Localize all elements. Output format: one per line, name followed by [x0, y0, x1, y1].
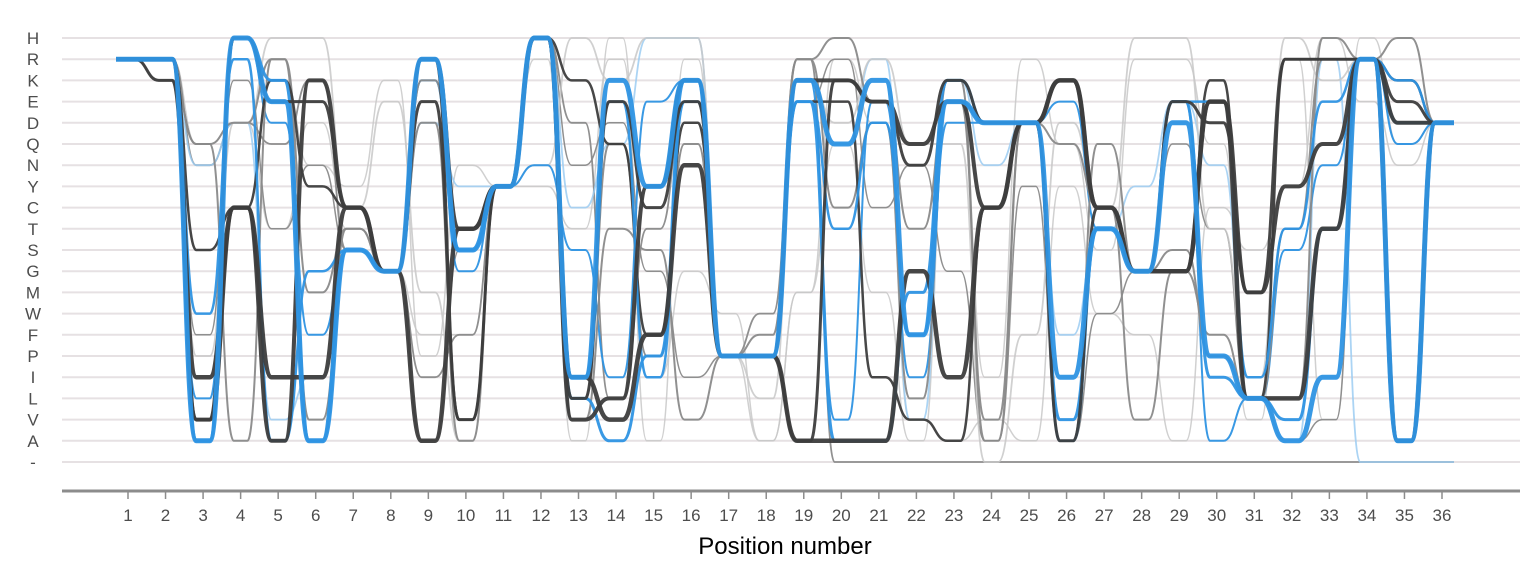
y-tick-label-E: E [27, 93, 38, 112]
x-tick-label-1: 1 [123, 506, 132, 525]
y-tick-label-Q: Q [26, 135, 39, 154]
x-tick-label-34: 34 [1357, 506, 1376, 525]
x-tick-label-22: 22 [907, 506, 926, 525]
x-tick-label-35: 35 [1395, 506, 1414, 525]
x-tick-label-28: 28 [1132, 506, 1151, 525]
x-tick-label-33: 33 [1320, 506, 1339, 525]
x-tick-label-10: 10 [456, 506, 475, 525]
x-tick-label-25: 25 [1020, 506, 1039, 525]
x-tick-label-2: 2 [161, 506, 170, 525]
y-tick-label-C: C [27, 199, 39, 218]
x-tick-label-17: 17 [719, 506, 738, 525]
x-tick-label-29: 29 [1170, 506, 1189, 525]
y-tick-label-V: V [27, 411, 39, 430]
x-tick-label-5: 5 [273, 506, 282, 525]
y-tick-label-W: W [25, 305, 41, 324]
x-tick-label-27: 27 [1095, 506, 1114, 525]
y-tick-label-T: T [28, 220, 38, 239]
grid [62, 37, 1520, 463]
y-tick-label-N: N [27, 156, 39, 175]
y-tick-label-A: A [27, 432, 39, 451]
x-tick-label-14: 14 [607, 506, 626, 525]
y-tick-label-L: L [28, 389, 37, 408]
x-tick-label-31: 31 [1245, 506, 1264, 525]
y-tick-label-Y: Y [27, 177, 38, 196]
x-tick-label-13: 13 [569, 506, 588, 525]
y-tick-label-R: R [27, 50, 39, 69]
x-tick-label-24: 24 [982, 506, 1001, 525]
x-tick-labels: 1 2 3 4 5 6 7 8 9 10 11 12 13 14 15 16 17 18 19 20 21 22 23 24 2… [123, 492, 1451, 525]
y-tick-label-gap: - [30, 453, 36, 472]
x-tick-label-36: 36 [1433, 506, 1452, 525]
x-tick-label-8: 8 [386, 506, 395, 525]
series-line-1 [116, 35, 1454, 444]
y-tick-label-G: G [26, 262, 39, 281]
x-tick-label-19: 19 [794, 506, 813, 525]
x-tick-label-30: 30 [1207, 506, 1226, 525]
x-tick-label-23: 23 [944, 506, 963, 525]
x-tick-label-16: 16 [682, 506, 701, 525]
y-tick-label-I: I [31, 368, 36, 387]
x-tick-label-32: 32 [1282, 506, 1301, 525]
x-tick-label-12: 12 [532, 506, 551, 525]
x-tick-label-11: 11 [495, 506, 513, 525]
x-tick-label-4: 4 [236, 506, 245, 525]
y-tick-label-M: M [26, 283, 40, 302]
y-tick-label-D: D [27, 114, 39, 133]
x-tick-label-15: 15 [644, 506, 663, 525]
x-tick-label-6: 6 [311, 506, 320, 525]
x-tick-label-3: 3 [198, 506, 207, 525]
y-tick-label-H: H [27, 29, 39, 48]
x-tick-label-20: 20 [832, 506, 851, 525]
x-axis-title: Position number [698, 533, 871, 560]
x-tick-label-9: 9 [424, 506, 433, 525]
x-tick-label-21: 21 [869, 506, 888, 525]
x-tick-label-18: 18 [757, 506, 776, 525]
x-tick-label-7: 7 [349, 506, 358, 525]
y-tick-label-K: K [27, 71, 39, 90]
series-layer [116, 35, 1454, 463]
y-tick-label-P: P [27, 347, 38, 366]
y-tick-label-F: F [28, 326, 38, 345]
y-tick-label-S: S [27, 241, 38, 260]
x-tick-label-26: 26 [1057, 506, 1076, 525]
